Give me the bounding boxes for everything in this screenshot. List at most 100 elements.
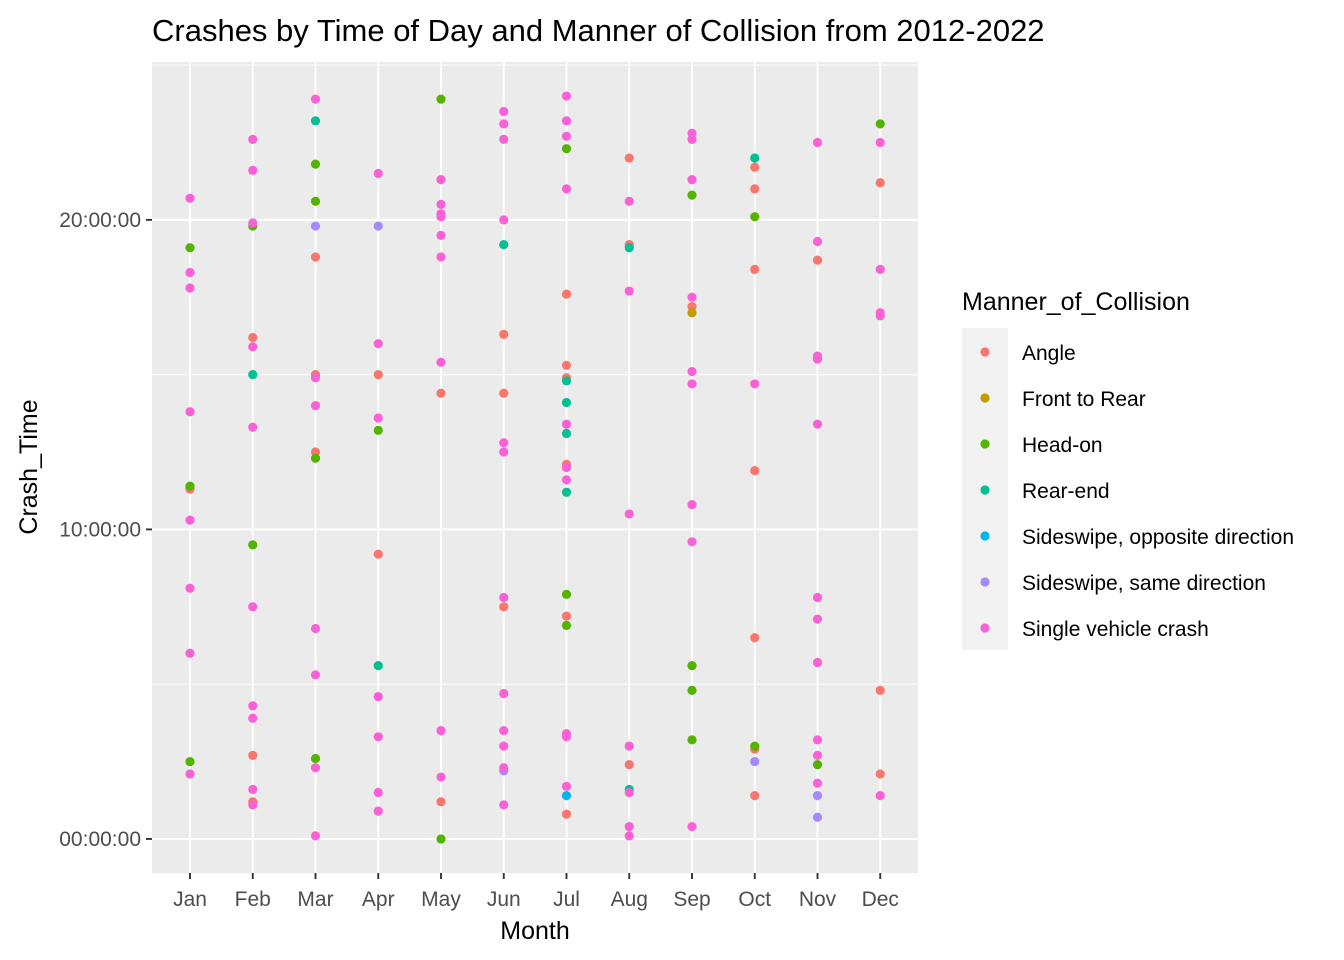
point-single-vehicle-crash: [812, 354, 823, 364]
point-head-on: [310, 196, 321, 206]
legend-label-sideswipe-opposite-direction: Sideswipe, opposite direction: [1022, 526, 1294, 549]
point-single-vehicle-crash: [248, 784, 258, 795]
legend-label-angle: Angle: [1022, 342, 1076, 365]
point-single-vehicle-crash: [687, 821, 697, 832]
point-head-on: [185, 481, 195, 491]
point-single-vehicle-crash: [373, 691, 383, 702]
point-single-vehicle-crash: [561, 462, 572, 473]
point-head-on: [750, 741, 760, 751]
point-angle: [750, 184, 760, 194]
legend-key-single-vehicle-crash: [980, 623, 990, 633]
point-single-vehicle-crash: [310, 670, 321, 680]
y-tick-label: 10:00:00: [59, 518, 141, 541]
point-single-vehicle-crash: [185, 648, 195, 658]
point-rear-end: [561, 487, 572, 497]
point-sideswipe-same-direction: [812, 791, 823, 801]
point-head-on: [750, 212, 760, 222]
point-single-vehicle-crash: [624, 196, 634, 206]
point-single-vehicle-crash: [436, 199, 446, 209]
point-single-vehicle-crash: [185, 769, 195, 779]
point-head-on: [812, 760, 823, 770]
point-rear-end: [310, 116, 321, 126]
point-rear-end: [561, 428, 572, 439]
legend-label-head-on: Head-on: [1022, 434, 1103, 457]
minor-gridlines: [152, 64, 918, 685]
point-rear-end: [499, 240, 509, 250]
point-single-vehicle-crash: [687, 175, 697, 185]
point-sideswipe-same-direction: [750, 756, 760, 767]
point-rear-end: [373, 661, 383, 671]
point-single-vehicle-crash: [310, 623, 321, 634]
point-single-vehicle-crash: [373, 787, 383, 798]
point-head-on: [561, 620, 572, 630]
point-single-vehicle-crash: [436, 230, 446, 240]
legend-label-single-vehicle-crash: Single vehicle crash: [1022, 618, 1209, 641]
point-single-vehicle-crash: [812, 735, 823, 745]
point-angle: [875, 685, 885, 695]
point-head-on: [436, 94, 446, 104]
point-rear-end: [750, 153, 760, 163]
point-single-vehicle-crash: [436, 252, 446, 262]
point-angle: [436, 388, 446, 398]
point-angle: [750, 465, 760, 476]
point-single-vehicle-crash: [499, 800, 509, 810]
legend-key-head-on: [980, 439, 990, 449]
point-single-vehicle-crash: [499, 438, 509, 448]
point-head-on: [373, 425, 383, 435]
point-single-vehicle-crash: [373, 806, 383, 816]
x-tick-label: Feb: [235, 888, 271, 911]
point-single-vehicle-crash: [812, 419, 823, 429]
point-single-vehicle-crash: [624, 787, 634, 798]
point-rear-end: [561, 376, 572, 386]
point-single-vehicle-crash: [248, 713, 258, 723]
point-single-vehicle-crash: [248, 701, 258, 711]
x-tick-label: Mar: [297, 888, 333, 911]
point-angle: [436, 797, 446, 807]
point-single-vehicle-crash: [310, 400, 321, 411]
point-single-vehicle-crash: [624, 831, 634, 841]
point-single-vehicle-crash: [499, 688, 509, 699]
x-tick-label: Jan: [173, 888, 207, 911]
legend-title: Manner_of_Collision: [962, 288, 1190, 316]
point-single-vehicle-crash: [185, 583, 195, 593]
point-head-on: [687, 190, 697, 200]
x-axis-title: Month: [500, 917, 569, 945]
point-sideswipe-same-direction: [373, 221, 383, 231]
point-angle: [750, 633, 760, 643]
point-angle: [750, 162, 760, 172]
point-rear-end: [624, 243, 634, 253]
legend-label-rear-end: Rear-end: [1022, 480, 1110, 503]
data-points: [185, 91, 885, 844]
legend-key-front-to-rear: [980, 393, 990, 403]
point-single-vehicle-crash: [875, 264, 885, 274]
x-tick-label: May: [421, 888, 461, 911]
point-single-vehicle-crash: [499, 134, 509, 144]
x-tick-label: Aug: [611, 888, 648, 911]
point-single-vehicle-crash: [561, 732, 572, 742]
point-angle: [875, 178, 885, 188]
x-tick-label: Jun: [487, 888, 521, 911]
point-head-on: [248, 540, 258, 550]
point-single-vehicle-crash: [750, 379, 760, 389]
point-single-vehicle-crash: [248, 422, 258, 432]
point-front-to-rear: [687, 308, 697, 318]
point-single-vehicle-crash: [812, 592, 823, 603]
point-head-on: [875, 119, 885, 129]
point-single-vehicle-crash: [248, 800, 258, 810]
point-single-vehicle-crash: [248, 134, 258, 144]
point-angle: [561, 809, 572, 819]
x-tick-label: Sep: [673, 888, 710, 911]
point-single-vehicle-crash: [248, 602, 258, 612]
point-single-vehicle-crash: [373, 339, 383, 349]
point-angle: [499, 329, 509, 339]
point-single-vehicle-crash: [812, 137, 823, 148]
point-single-vehicle-crash: [310, 373, 321, 383]
point-angle: [750, 791, 760, 801]
point-single-vehicle-crash: [687, 134, 697, 144]
point-sideswipe-same-direction: [812, 812, 823, 822]
x-tick-label: Jul: [553, 888, 580, 911]
point-head-on: [310, 159, 321, 169]
point-rear-end: [248, 370, 258, 380]
point-single-vehicle-crash: [185, 407, 195, 417]
